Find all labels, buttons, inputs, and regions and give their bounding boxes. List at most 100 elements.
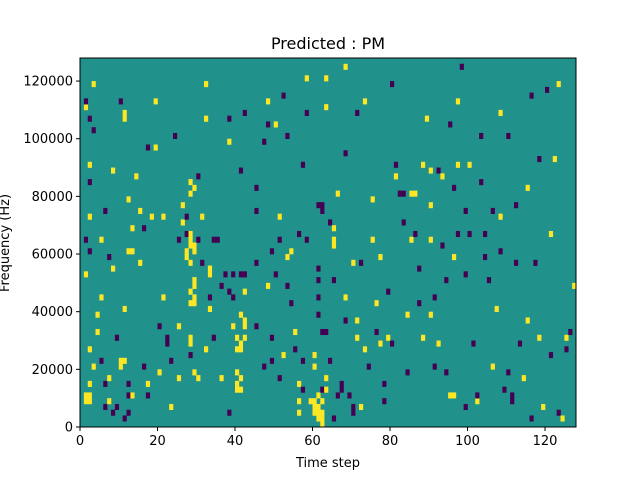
heatmap-cell (467, 161, 472, 168)
heatmap-cell (529, 415, 534, 422)
heatmap-cell (409, 190, 414, 197)
heatmap-cell (320, 202, 325, 209)
heatmap-cell (393, 161, 399, 168)
heatmap-cell (339, 386, 344, 393)
heatmap-cell (525, 184, 530, 191)
heatmap-cell (378, 254, 383, 261)
heatmap-cell (269, 357, 275, 364)
y-axis-ticks: 0 20000 40000 60000 80000 100000 120000 (23, 75, 80, 436)
heatmap-cell (238, 375, 244, 382)
heatmap-cell (331, 277, 337, 284)
heatmap-cell (126, 248, 131, 255)
heatmap-cell (269, 248, 275, 255)
heatmap-cell (312, 352, 317, 359)
heatmap-cell (196, 173, 201, 180)
y-axis-label: Frequency (Hz) (0, 194, 13, 292)
heatmap-cell (436, 167, 441, 174)
heatmap-cell (428, 167, 433, 174)
heatmap-cell (324, 75, 329, 82)
heatmap-cell (393, 173, 399, 180)
heatmap-cell (297, 398, 302, 405)
heatmap-cell (417, 300, 422, 307)
heatmap-cell (316, 403, 321, 411)
heatmap-cell (165, 340, 170, 347)
heatmap-cell (452, 392, 457, 399)
heatmap-cell (545, 86, 550, 93)
heatmap-cell (370, 236, 375, 243)
heatmap-cell (204, 115, 209, 122)
heatmap-cell (83, 236, 89, 243)
heatmap-cell (219, 282, 224, 289)
heatmap-cell (126, 196, 131, 203)
heatmap-cell (111, 167, 116, 174)
heatmap-cell (262, 363, 267, 370)
heatmap-cell (165, 334, 170, 341)
heatmap-cell (196, 375, 201, 382)
heatmap-cell (118, 98, 123, 105)
heatmap-cell (87, 161, 92, 168)
heatmap-cell (142, 225, 147, 232)
heatmap-cell (122, 115, 127, 122)
heatmap-cell (463, 207, 468, 214)
heatmap-cell (362, 98, 368, 105)
heatmap-cell (479, 132, 484, 140)
heatmap-cell (537, 156, 542, 163)
heatmap-cell (122, 305, 127, 312)
heatmap-cell (176, 236, 182, 243)
heatmap-cell (204, 346, 209, 353)
heatmap-cell (506, 132, 511, 140)
heatmap-cell (355, 317, 360, 324)
heatmap-cell (87, 392, 92, 399)
heatmap-cell (207, 271, 213, 278)
heatmap-cell (320, 415, 325, 422)
heatmap-cell (417, 265, 422, 272)
heatmap-cell (529, 92, 534, 99)
heatmap-cell (126, 380, 131, 387)
heatmap-cell (242, 109, 247, 116)
heatmap-cell (304, 75, 309, 82)
heatmap-cell (188, 334, 193, 341)
heatmap-cell (192, 277, 197, 284)
heatmap-cell (242, 288, 247, 295)
heatmap-cell (421, 161, 426, 168)
heatmap-cell (269, 334, 275, 341)
heatmap-cell (312, 398, 317, 405)
heatmap-cell (455, 230, 461, 238)
heatmap-cell (130, 248, 135, 255)
heatmap-cell (428, 311, 433, 318)
heatmap-cell (184, 213, 189, 220)
heatmap-cell (192, 369, 197, 376)
y-tick-label: 40000 (32, 305, 73, 320)
y-tick-label: 80000 (32, 190, 73, 205)
heatmap-cell (386, 334, 391, 341)
chart-title: Predicted : PM (271, 34, 385, 53)
heatmap-cell (277, 213, 282, 220)
heatmap-cell (95, 328, 100, 336)
heatmap-cell (219, 375, 224, 382)
heatmap-cell (552, 156, 557, 163)
heatmap-cell (111, 409, 116, 416)
heatmap-cell (316, 202, 321, 209)
heatmap-cell (262, 138, 267, 145)
heatmap-cell (390, 81, 395, 88)
heatmap-cell (173, 132, 178, 140)
heatmap-cell (452, 184, 457, 191)
y-tick-label: 20000 (32, 363, 73, 378)
heatmap-cell (103, 403, 108, 411)
heatmap-cell (87, 115, 92, 122)
heatmap-cell (564, 334, 569, 341)
heatmap-cell (320, 398, 325, 405)
heatmap-cell (548, 230, 554, 238)
heatmap-cell (320, 409, 325, 416)
heatmap-cell (448, 121, 453, 128)
heatmap-cell (409, 236, 414, 243)
heatmap-cell (312, 403, 317, 411)
heatmap-cell (424, 115, 430, 122)
heatmap-cell (560, 415, 565, 422)
heatmap-cell (328, 219, 333, 226)
heatmap-cell (498, 109, 503, 116)
y-tick-label: 120000 (23, 75, 73, 90)
heatmap-cell (289, 300, 294, 307)
heatmap-cell (157, 323, 162, 330)
